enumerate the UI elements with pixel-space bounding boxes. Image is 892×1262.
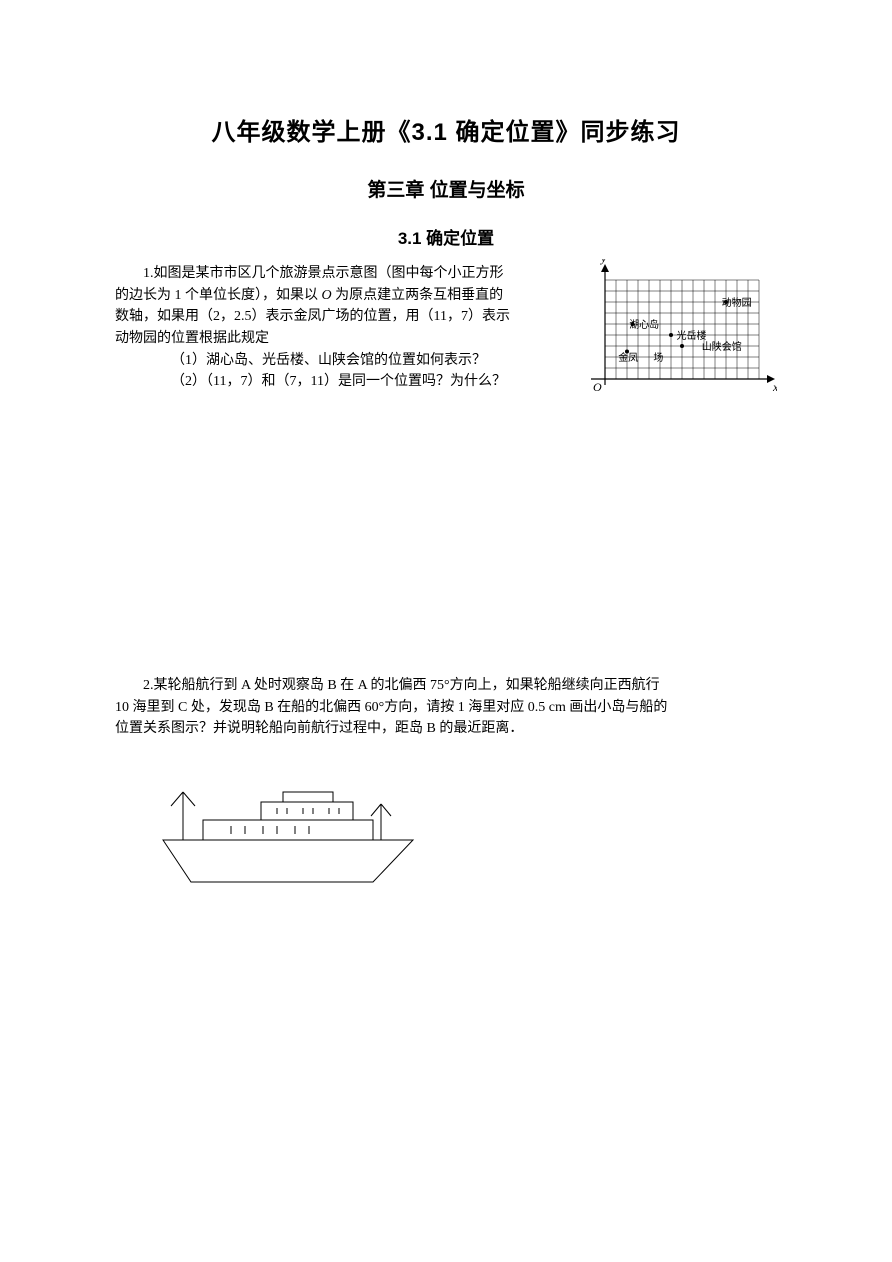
origin-O: O [322, 288, 332, 303]
svg-text:山陕会馆: 山陕会馆 [702, 340, 742, 353]
p1-text: 的边长为 1 个单位长度），如果以 [115, 288, 322, 303]
svg-text:金凤: 金凤 [618, 351, 638, 364]
chapter-title: 第三章 位置与坐标 [115, 175, 777, 202]
p1-text: 为原点建立两条互相垂直的 [332, 288, 504, 303]
svg-text:O: O [593, 380, 602, 394]
svg-text:x: x [772, 380, 777, 394]
ship-figure [153, 762, 777, 892]
grid-figure: 动物园湖心岛光岳楼山陕会馆金凤 场 Ox y [577, 259, 777, 399]
p2-text: 2.某轮船航行到 A 处时观察岛 B 在 A 的北偏西 75°方向上，如果轮船继… [115, 675, 777, 697]
svg-text:y: y [600, 259, 607, 265]
p2-text: 10 海里到 C 处，发现岛 B 在船的北偏西 60°方向，请按 1 海里对应 … [115, 697, 777, 719]
problem-2: 2.某轮船航行到 A 处时观察岛 B 在 A 的北偏西 75°方向上，如果轮船继… [115, 675, 777, 740]
problem-1: 动物园湖心岛光岳楼山陕会馆金凤场Oxy 1.如图是某市市区几个旅游景点示意图（图… [115, 263, 777, 399]
p2-text: 位置关系图示？并说明轮船向前航行过程中，距岛 B 的最近距离． [115, 718, 777, 740]
svg-text:光岳楼: 光岳楼 [677, 329, 707, 342]
svg-text:场: 场 [653, 351, 663, 364]
doc-title: 八年级数学上册《3.1 确定位置》同步练习 [115, 112, 777, 147]
section-title: 3.1 确定位置 [115, 224, 777, 249]
svg-text:湖心岛: 湖心岛 [629, 318, 659, 331]
p1-text: 1.如图是某市市区几个旅游景点示意图（图中每个小正方形 [143, 266, 504, 281]
svg-text:动物园: 动物园 [722, 296, 752, 309]
